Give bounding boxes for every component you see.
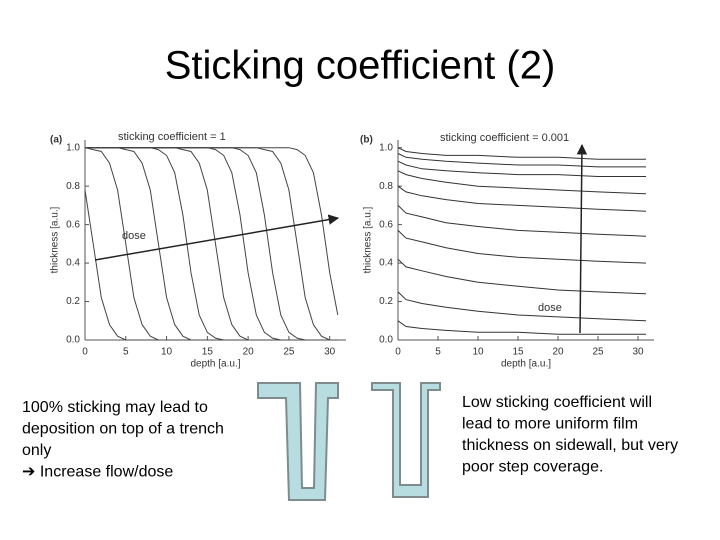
note-line: only [22, 442, 51, 459]
y-tick-label: 1.0 [66, 142, 80, 153]
x-tick-label: 15 [512, 347, 524, 358]
panel-label: (a) [50, 135, 62, 146]
x-tick-label: 30 [632, 347, 644, 358]
data-line [397, 160, 646, 177]
x-tick-label: 25 [592, 347, 604, 358]
x-tick-label: 10 [161, 347, 173, 358]
note-line: ➔ Increase flow/dose [22, 464, 173, 481]
data-line [397, 230, 647, 264]
dose-label: dose [538, 302, 562, 314]
x-tick-label: 5 [435, 347, 441, 358]
trench-high-sticking [257, 382, 339, 501]
data-line [397, 153, 646, 168]
x-tick-label: 0 [82, 347, 88, 358]
note-line: Low sticking coefficient will [462, 394, 652, 411]
x-tick-label: 20 [552, 347, 564, 358]
x-tick-label: 10 [472, 347, 484, 358]
data-line [397, 147, 646, 160]
notes: 100% sticking may lead to deposition on t… [22, 394, 678, 481]
data-line [84, 147, 338, 341]
x-axis-label: depth [a.u.] [190, 359, 240, 370]
note-line: thickness on sidewall, but very [462, 437, 678, 454]
panel-label: (b) [360, 135, 373, 146]
annotation: sticking coefficient = 1 [118, 131, 226, 143]
x-tick-label: 30 [324, 347, 336, 358]
trench-low-sticking [371, 382, 441, 498]
x-tick-label: 15 [202, 347, 214, 358]
x-axis-label: depth [a.u.] [501, 359, 551, 370]
x-tick-label: 20 [243, 347, 255, 358]
y-tick-label: 0.2 [66, 296, 80, 307]
x-tick-label: 25 [283, 347, 295, 358]
data-line [85, 147, 338, 341]
y-tick-label: 0.6 [66, 219, 80, 230]
y-tick-label: 0.0 [66, 335, 80, 346]
data-line [85, 147, 338, 341]
note-line: deposition on top of a trench [22, 421, 224, 438]
note-line: 100% sticking may lead to [22, 399, 208, 416]
data-line [397, 320, 646, 335]
dose-label: dose [122, 230, 146, 242]
data-line [85, 147, 338, 341]
data-line [85, 147, 338, 341]
dose-arrow [94, 214, 340, 261]
data-line [397, 258, 647, 295]
y-axis-label: thickness [a.u.] [363, 206, 374, 273]
y-tick-label: 0.0 [379, 335, 393, 346]
data-line [85, 147, 338, 341]
slide-title: Sticking coefficient (2) [165, 44, 556, 88]
data-line [397, 291, 647, 322]
y-tick-label: 0.2 [379, 296, 393, 307]
dose-arrow [576, 143, 588, 334]
x-tick-label: 5 [123, 347, 129, 358]
note-line: lead to more uniform film [462, 416, 638, 433]
y-tick-label: 0.4 [66, 258, 80, 269]
data-line [397, 205, 647, 237]
data-line [397, 185, 647, 212]
y-tick-label: 1.0 [379, 142, 393, 153]
y-tick-label: 0.8 [379, 181, 393, 192]
data-line [85, 147, 339, 316]
y-tick-label: 0.4 [379, 258, 393, 269]
annotation: sticking coefficient = 0.001 [440, 132, 569, 144]
y-axis-label: thickness [a.u.] [50, 206, 61, 273]
data-line [397, 170, 647, 195]
y-tick-label: 0.6 [379, 219, 393, 230]
x-tick-label: 0 [395, 347, 401, 358]
y-tick-label: 0.8 [66, 181, 80, 192]
data-line [85, 147, 338, 341]
note-line: poor step coverage. [462, 459, 603, 476]
